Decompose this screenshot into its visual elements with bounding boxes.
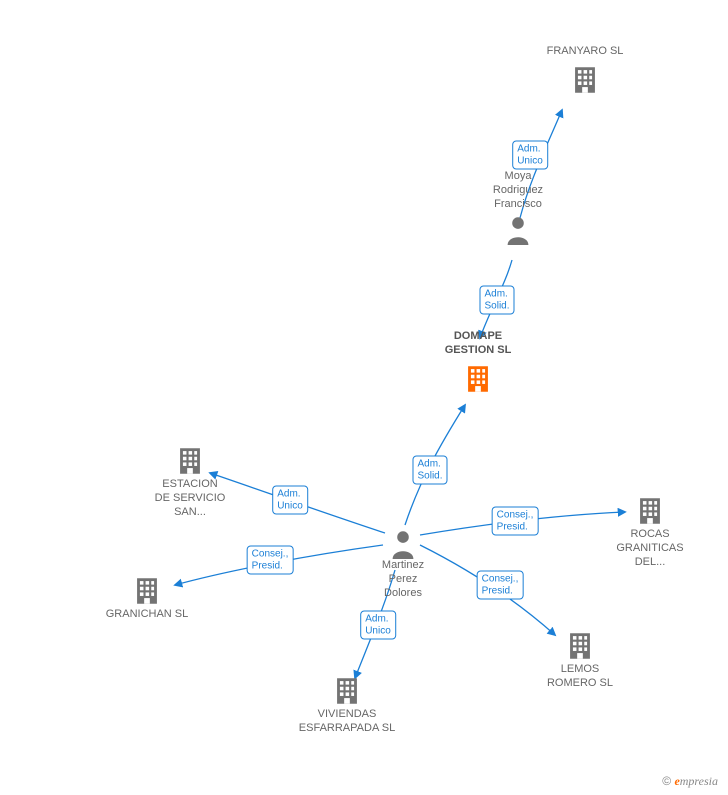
edge-label: Consej., Presid. [477,571,524,600]
building-icon [418,362,538,396]
building-icon [530,63,640,97]
building-icon [595,494,705,528]
edge-label: Adm. Solid. [412,456,447,485]
node-granichan[interactable]: GRANICHAN SL [82,570,212,622]
edge-label: Adm. Unico [512,141,548,170]
node-label: Martinez Perez Dolores [353,559,453,600]
building-icon [277,674,417,708]
node-label: ESTACION DE SERVICIO SAN... [135,478,245,519]
node-estacion[interactable]: ESTACION DE SERVICIO SAN... [135,440,245,519]
person-icon [353,529,453,559]
edge-label: Adm. Solid. [479,286,514,315]
node-domape[interactable]: DOMAPE GESTION SL [418,330,538,396]
node-lemos[interactable]: LEMOS ROMERO SL [525,625,635,691]
node-label: GRANICHAN SL [82,608,212,622]
node-franyaro[interactable]: FRANYARO SL [530,45,640,97]
edge-label: Consej., Presid. [492,507,539,536]
edge-label: Adm. Unico [272,486,308,515]
node-viviendas[interactable]: VIVIENDAS ESFARRAPADA SL [277,670,417,736]
edge-label: Consej., Presid. [247,546,294,575]
copyright-symbol: © [662,774,671,788]
node-label: FRANYARO SL [530,45,640,59]
node-label: LEMOS ROMERO SL [525,663,635,691]
node-moya[interactable]: Moya Rodriguez Francisco [468,170,568,245]
copyright: © empresia [662,774,718,789]
edge-label: Adm. Unico [360,611,396,640]
node-label: DOMAPE GESTION SL [418,330,538,358]
node-martinez[interactable]: Martinez Perez Dolores [353,525,453,600]
node-rocas[interactable]: ROCAS GRANITICAS DEL... [595,490,705,569]
diagram-canvas: FRANYARO SL Moya Rodriguez Francisco DOM… [0,0,728,795]
building-icon [525,629,635,663]
node-label: ROCAS GRANITICAS DEL... [595,528,705,569]
brand-rest: mpresia [680,774,718,788]
person-icon [468,215,568,245]
node-label: Moya Rodriguez Francisco [468,170,568,211]
building-icon [135,444,245,478]
building-icon [82,574,212,608]
node-label: VIVIENDAS ESFARRAPADA SL [277,708,417,736]
